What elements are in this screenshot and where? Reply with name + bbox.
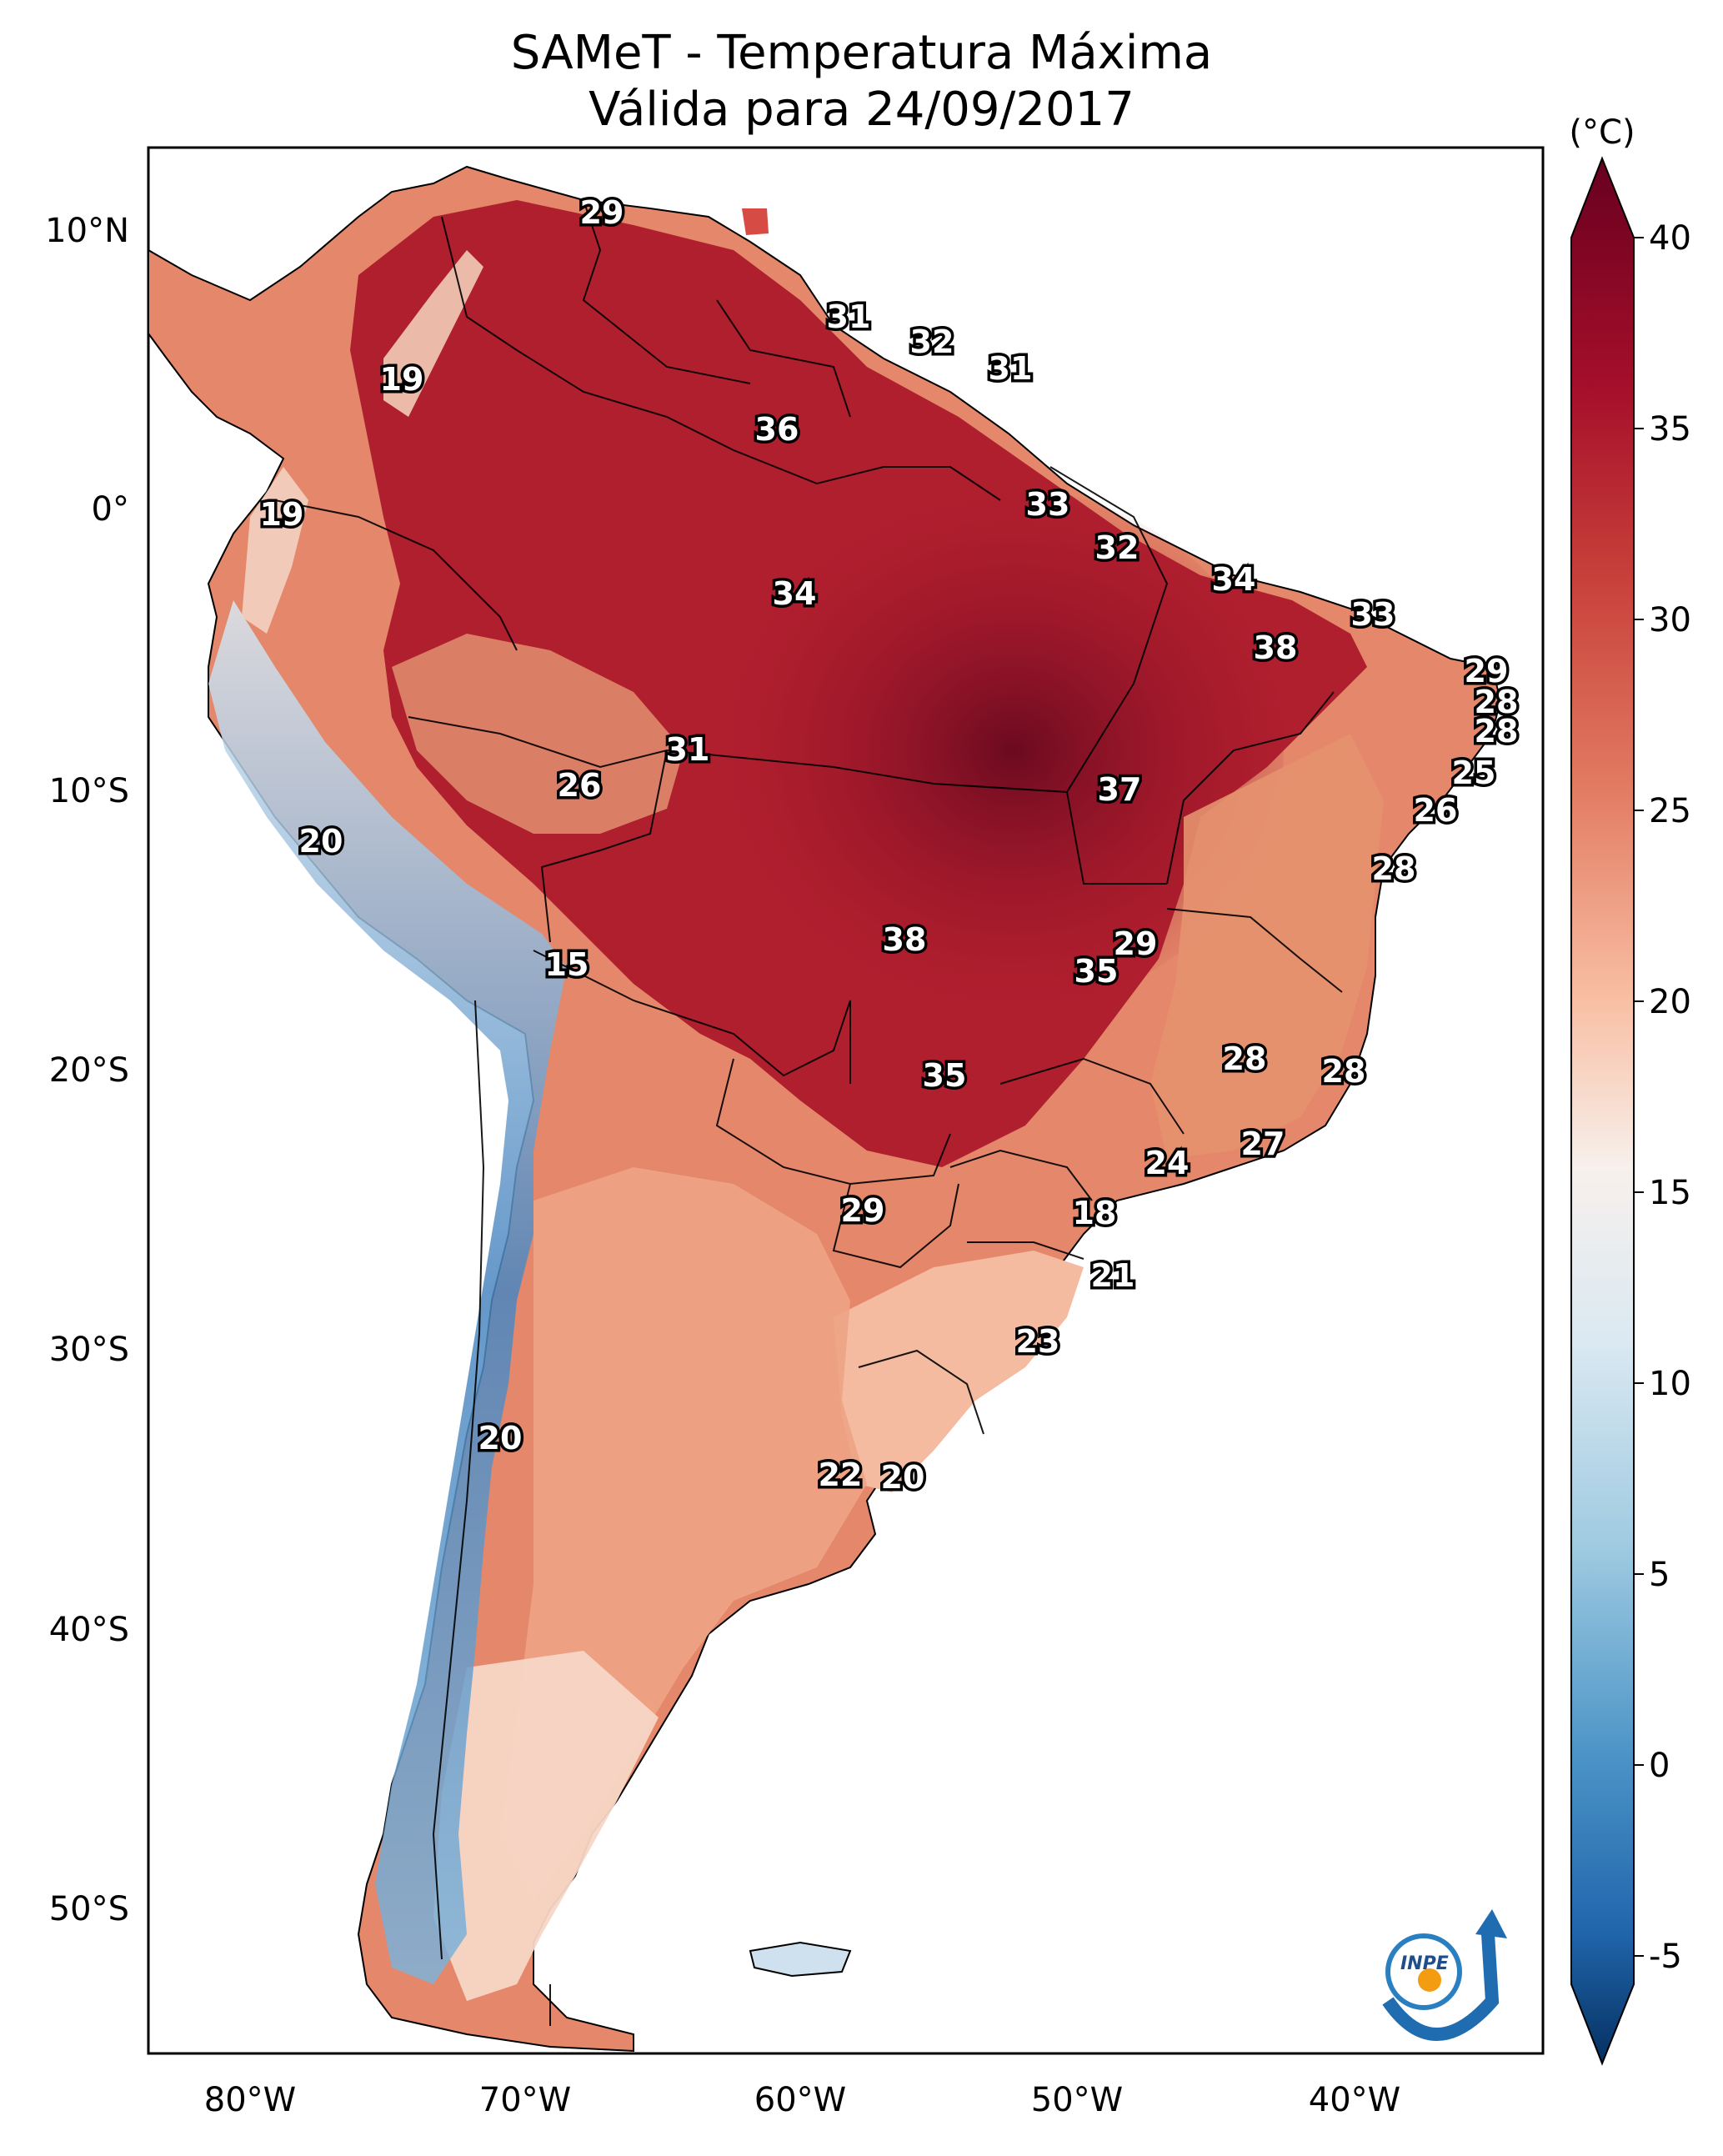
temp-label: 32 xyxy=(1095,529,1139,566)
lon-tick-label: 80°W xyxy=(204,2081,296,2119)
colorbar-tick-label: 25 xyxy=(1649,792,1691,830)
temp-label: 18 xyxy=(1073,1195,1117,1231)
lat-tick-label: 10°N xyxy=(45,212,129,250)
temp-label: 29 xyxy=(1465,653,1509,689)
logo-text: INPE xyxy=(1400,1953,1449,1974)
temp-label: 28 xyxy=(1475,713,1519,750)
temp-label: 36 xyxy=(755,411,799,448)
lat-tick-label: 0° xyxy=(92,490,129,529)
country-borders xyxy=(274,199,1343,2026)
temp-label: 38 xyxy=(1254,629,1298,666)
temp-label: 32 xyxy=(910,323,954,360)
colorbar-tick-label: 0 xyxy=(1649,1747,1670,1785)
temp-label: 22 xyxy=(819,1457,863,1493)
temp-label: 38 xyxy=(883,921,927,958)
colorbar-tick-label: 5 xyxy=(1649,1556,1670,1594)
temp-label: 33 xyxy=(1026,486,1070,523)
south-america-landmass xyxy=(148,165,1502,2053)
temp-label: 31 xyxy=(989,350,1033,387)
inpe-logo: INPE xyxy=(1382,1909,1507,2041)
land-peru-lowlands xyxy=(392,634,684,834)
temp-label: 28 xyxy=(1372,850,1416,887)
temp-label: 24 xyxy=(1145,1145,1190,1181)
temp-label: 29 xyxy=(1114,925,1158,962)
colorbar-tick-label: 15 xyxy=(1649,1174,1691,1212)
temp-label: 31 xyxy=(666,731,710,768)
latitude-axis: 10°N 0° 10°S 20°S 30°S 40°S 50°S xyxy=(45,212,129,1928)
map-title: SAMeT - Temperatura Máxima Válida para 2… xyxy=(0,25,1723,138)
temp-label: 35 xyxy=(923,1057,967,1094)
lon-tick-label: 50°W xyxy=(1031,2081,1123,2119)
temp-label: 34 xyxy=(773,575,817,612)
andes-colombia-cold xyxy=(383,250,483,417)
colorbar-unit: (°C) xyxy=(1569,113,1635,152)
colorbar-tick-label: 35 xyxy=(1649,410,1691,449)
temp-label: 26 xyxy=(1414,792,1458,829)
andes-north-cold xyxy=(242,467,308,634)
temp-label: 26 xyxy=(558,767,602,804)
colorbar-body xyxy=(1570,156,1635,2066)
temp-label: 20 xyxy=(478,1420,523,1457)
lat-tick-label: 50°S xyxy=(49,1890,129,1928)
colorbar-tick-label: 30 xyxy=(1649,601,1691,639)
land-patagonia xyxy=(433,1651,659,2001)
lat-tick-label: 40°S xyxy=(49,1611,129,1649)
temp-label: 28 xyxy=(1475,684,1519,720)
temp-label: 37 xyxy=(1098,771,1142,808)
temp-label: 34 xyxy=(1212,561,1256,598)
temp-label: 25 xyxy=(1452,755,1496,791)
temp-label: 19 xyxy=(380,361,424,398)
temp-label: 20 xyxy=(299,823,343,860)
title-line-1: SAMeT - Temperatura Máxima xyxy=(510,26,1213,80)
lat-tick-label: 20°S xyxy=(49,1051,129,1090)
falklands xyxy=(749,1941,852,1978)
lon-tick-label: 60°W xyxy=(754,2081,846,2119)
lat-tick-label: 10°S xyxy=(49,772,129,810)
temp-label: 28 xyxy=(1322,1053,1366,1090)
land-east-coast xyxy=(1150,734,1384,1159)
temp-label: 33 xyxy=(1351,596,1395,633)
lat-tick-label: 30°S xyxy=(49,1331,129,1369)
lon-tick-label: 70°W xyxy=(479,2081,571,2119)
temp-label: 29 xyxy=(580,194,624,231)
title-line-2: Válida para 24/09/2017 xyxy=(589,83,1134,137)
colorbar-tick-label: 40 xyxy=(1649,219,1691,258)
colorbar-tick-label: -5 xyxy=(1649,1938,1682,1976)
temp-label: 31 xyxy=(827,298,871,335)
temp-label: 20 xyxy=(881,1459,925,1496)
trinidad xyxy=(742,208,769,235)
temp-label: 35 xyxy=(1074,953,1119,990)
land-south-pale xyxy=(834,1251,1084,1492)
temp-label: 27 xyxy=(1241,1126,1285,1162)
longitude-axis: 80°W 70°W 60°W 50°W 40°W xyxy=(204,2081,1400,2119)
colorbar: (°C) 40 35 30 25 20 15 10 5 0 -5 xyxy=(1569,113,1691,2066)
lon-tick-label: 40°W xyxy=(1309,2081,1400,2119)
colorbar-tick-label: 10 xyxy=(1649,1365,1691,1403)
temp-label: 19 xyxy=(260,496,304,533)
temp-label: 21 xyxy=(1091,1257,1135,1294)
colorbar-tick-label: 20 xyxy=(1649,983,1691,1021)
andes-cold-strip xyxy=(208,600,567,1984)
temp-label: 15 xyxy=(545,946,589,983)
temp-label: 29 xyxy=(841,1192,885,1229)
temperature-labels: 29 19 31 32 31 36 19 33 32 34 34 33 38 2… xyxy=(257,192,1521,1499)
temp-label: 28 xyxy=(1223,1040,1267,1077)
temp-label: 23 xyxy=(1016,1323,1060,1360)
